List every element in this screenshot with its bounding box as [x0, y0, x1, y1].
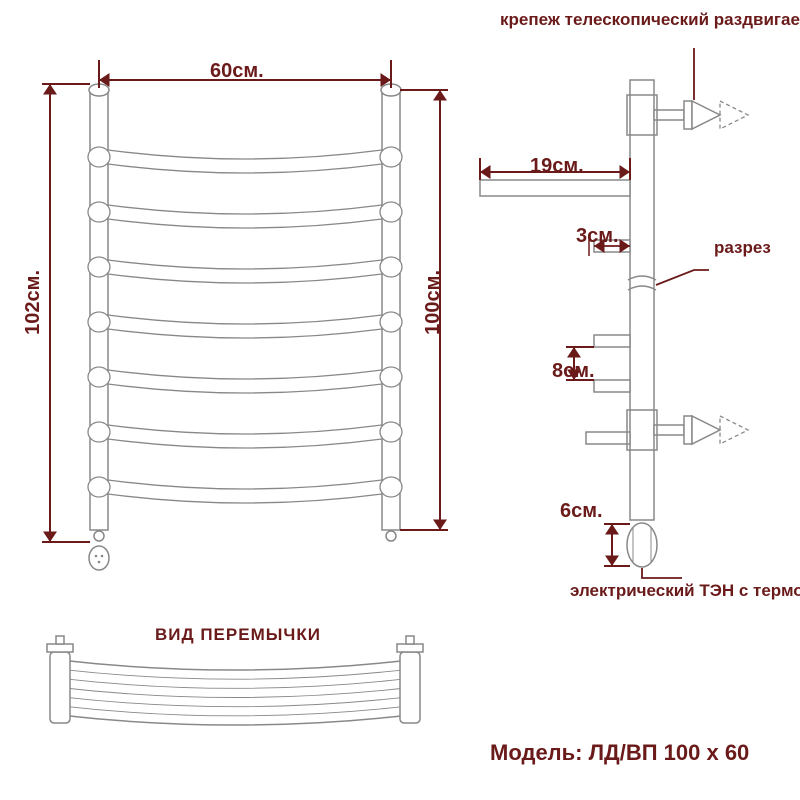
depth-dimension: 19см.	[530, 155, 584, 178]
height-inner-dimension: 100см.	[422, 270, 445, 335]
front-view-diagram	[0, 0, 800, 800]
rung-gap-dimension: 8см.	[552, 360, 595, 383]
height-outer-dimension: 102см.	[22, 270, 45, 335]
model-label: Модель: ЛД/ВП 100 х 60	[490, 740, 749, 766]
heater-annotation: электрический ТЭН с терморегулятором	[570, 580, 790, 602]
rung-view-title: ВИД ПЕРЕМЫЧКИ	[155, 625, 321, 645]
offset-dimension: 3см.	[576, 225, 619, 248]
width-dimension: 60см.	[210, 60, 264, 83]
section-annotation: разрез	[714, 238, 771, 258]
mount-annotation: крепеж телескопический раздвигается от 3…	[500, 10, 790, 30]
heater-dimension: 6см.	[560, 500, 603, 523]
